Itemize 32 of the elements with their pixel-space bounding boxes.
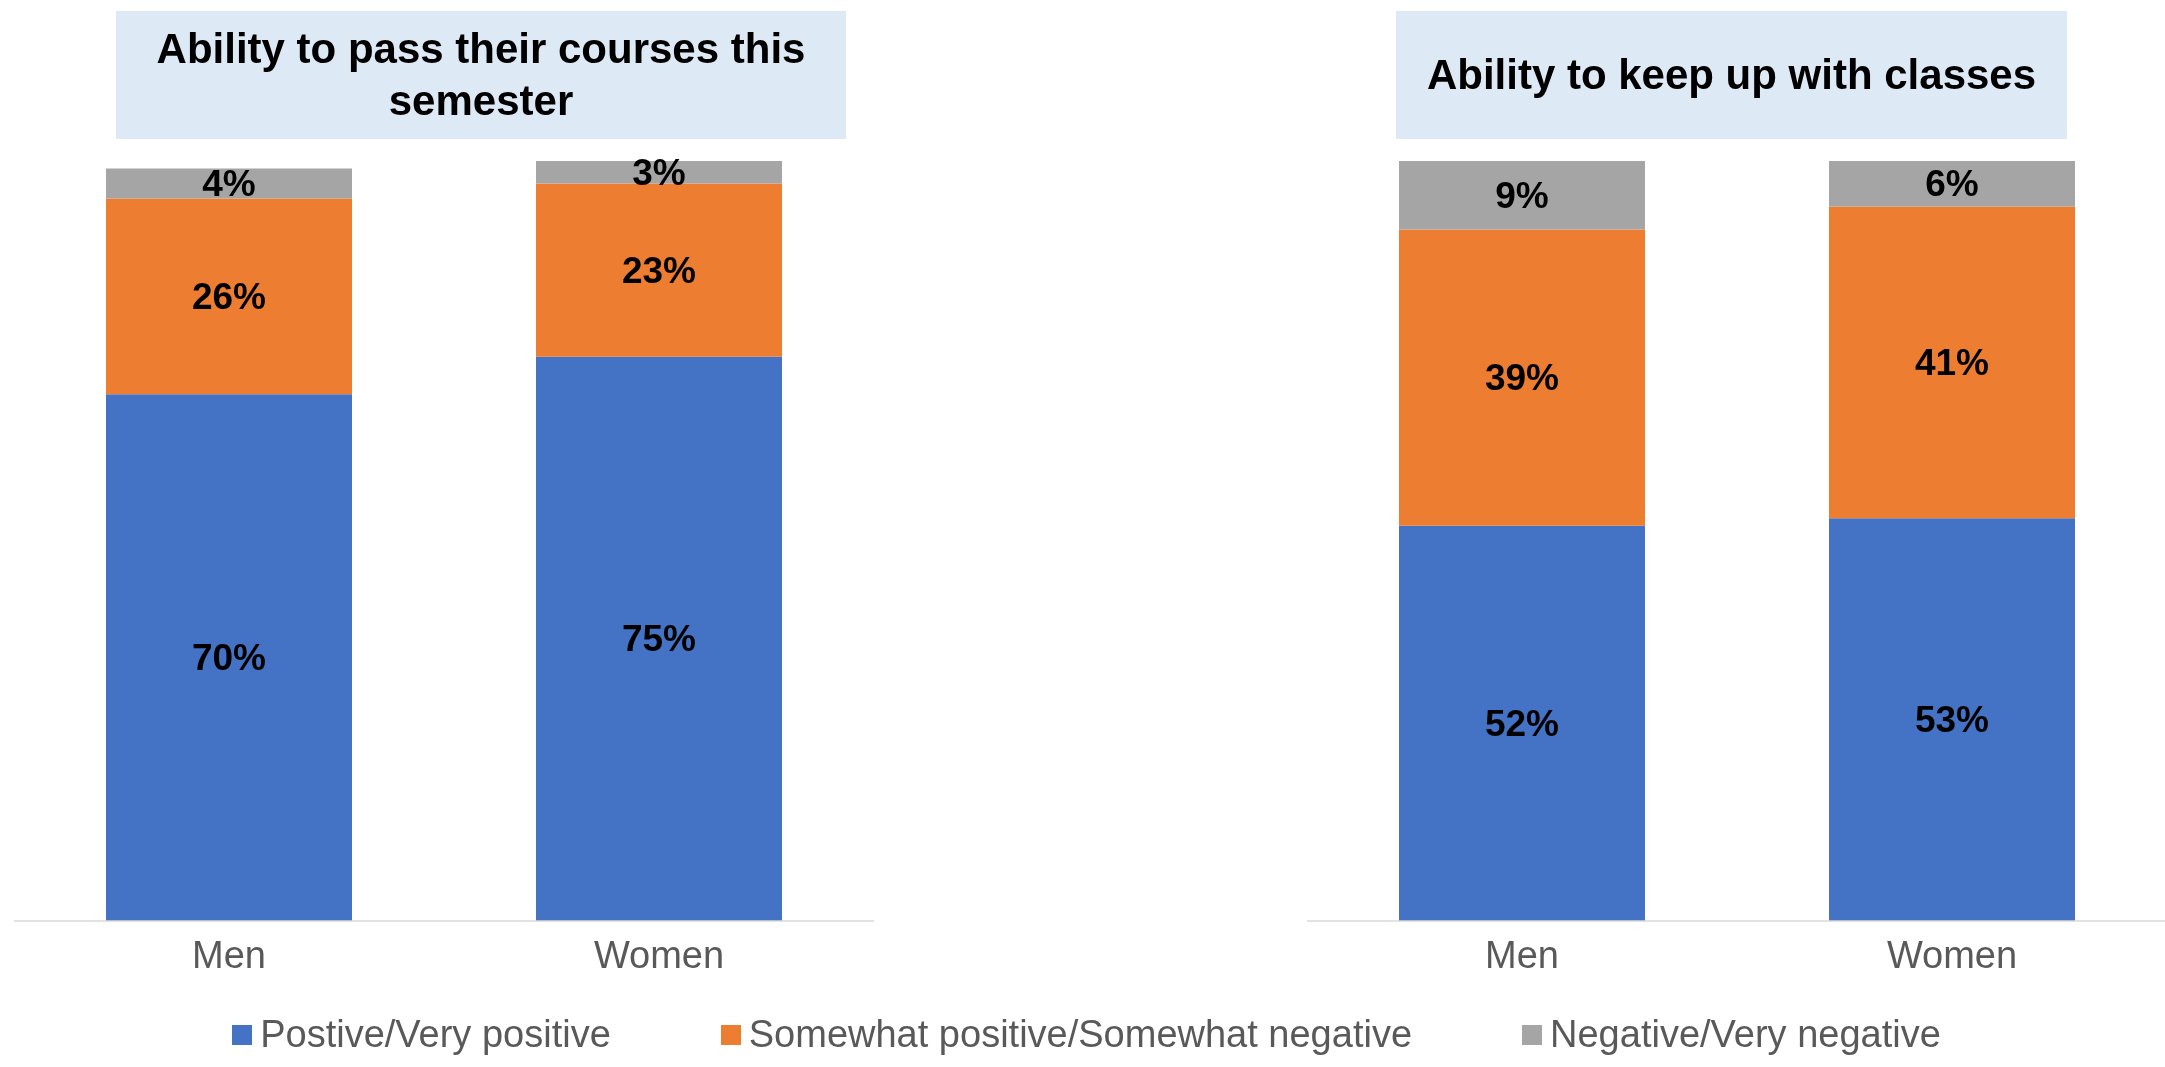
bar	[106, 198, 352, 395]
data-label: 9%	[1495, 174, 1549, 216]
data-label: 4%	[202, 163, 256, 205]
bar	[1399, 161, 1645, 230]
legend-label: Postive/Very positive	[260, 1013, 611, 1056]
bar	[1829, 518, 2075, 921]
data-label: 75%	[621, 618, 697, 660]
legend-label: Somewhat positive/Somewhat negative	[748, 1013, 1413, 1056]
data-label: 39%	[1484, 357, 1560, 399]
bar	[536, 356, 782, 921]
chart-title: Ability to pass their courses this semester	[155, 24, 807, 126]
x-tick-label: Men	[1485, 933, 1559, 976]
x-tick-label: Women	[1886, 933, 2018, 976]
x-tick-label: Men	[192, 933, 266, 976]
chart-title: Ability to keep up with classes	[1426, 50, 2037, 100]
data-label: 70%	[191, 637, 267, 679]
bar	[1399, 229, 1645, 526]
x-tick-label: Women	[593, 933, 725, 976]
bar	[1829, 206, 2075, 519]
bar	[1829, 161, 2075, 207]
data-label: 52%	[1484, 702, 1560, 744]
data-label: 23%	[621, 249, 697, 291]
data-label: 41%	[1914, 341, 1990, 383]
data-label: 6%	[1925, 163, 1979, 205]
bar	[106, 168, 352, 199]
data-label: 53%	[1914, 699, 1990, 741]
bar	[1399, 525, 1645, 921]
legend-label: Negative/Very negative	[1550, 1013, 1941, 1056]
bar	[536, 183, 782, 357]
data-label: 26%	[191, 275, 267, 317]
data-label: 3%	[632, 151, 686, 193]
bar	[106, 394, 352, 921]
